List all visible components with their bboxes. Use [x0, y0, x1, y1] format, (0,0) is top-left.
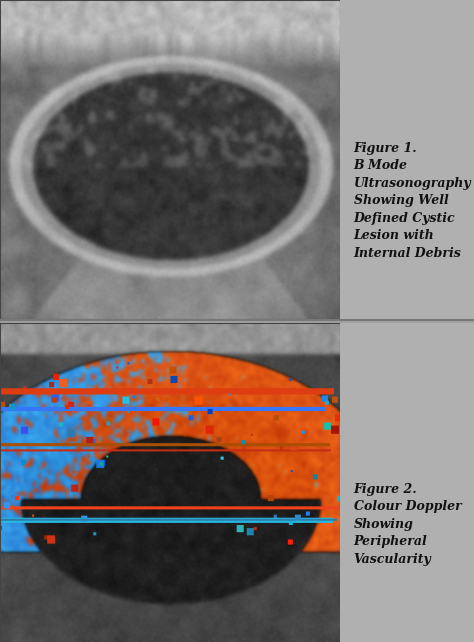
Text: Figure 1.
B Mode
Ultrasonography
Showing Well
Defined Cystic
Lesion with
Interna: Figure 1. B Mode Ultrasonography Showing…: [354, 142, 471, 260]
Text: Figure 2.
Colour Doppler
Showing
Peripheral
Vascularity: Figure 2. Colour Doppler Showing Periphe…: [354, 483, 462, 566]
